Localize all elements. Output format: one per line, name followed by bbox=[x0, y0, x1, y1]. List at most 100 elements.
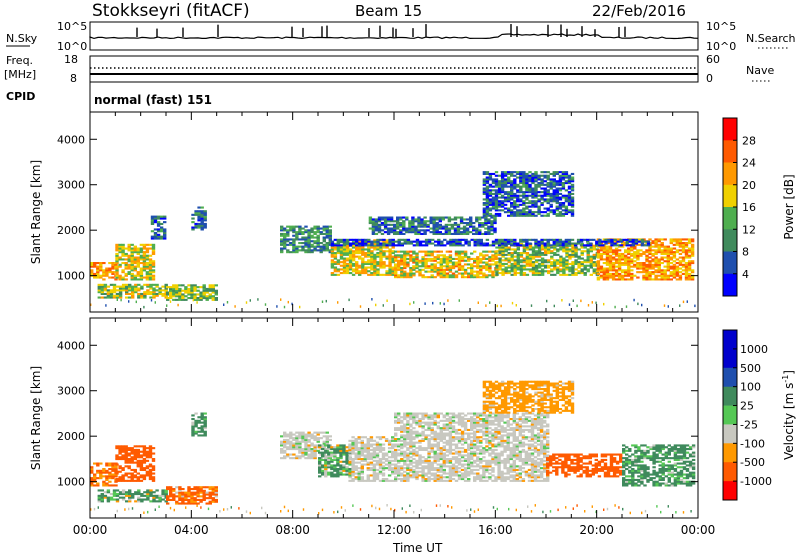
data-cell bbox=[325, 243, 329, 246]
data-cell bbox=[102, 278, 106, 281]
data-cell bbox=[516, 252, 520, 255]
data-cell bbox=[370, 250, 374, 253]
data-cell bbox=[321, 451, 325, 454]
data-cell bbox=[394, 470, 398, 473]
data-cell bbox=[614, 272, 619, 275]
data-cell bbox=[495, 253, 499, 256]
data-cell bbox=[669, 265, 673, 268]
data-cell bbox=[687, 262, 692, 265]
data-cell bbox=[448, 268, 453, 271]
data-cell bbox=[200, 430, 204, 433]
data-cell bbox=[596, 276, 601, 279]
data-cell bbox=[367, 255, 371, 258]
data-cell bbox=[645, 274, 649, 277]
data-cell bbox=[389, 223, 394, 226]
data-cell bbox=[424, 259, 428, 262]
data-cell bbox=[409, 452, 413, 455]
data-cell bbox=[639, 263, 643, 266]
data-cell bbox=[148, 478, 153, 481]
data-cell bbox=[543, 238, 547, 241]
data-cell bbox=[193, 491, 197, 494]
data-cell bbox=[208, 295, 212, 298]
data-cell bbox=[348, 259, 353, 262]
data-cell bbox=[295, 437, 299, 440]
data-cell bbox=[531, 266, 536, 269]
data-cell bbox=[552, 244, 556, 247]
data-cell bbox=[339, 250, 344, 253]
data-cell bbox=[525, 191, 529, 194]
data-cell bbox=[540, 196, 544, 199]
data-cell bbox=[324, 444, 328, 447]
data-cell bbox=[90, 262, 94, 265]
data-cell bbox=[498, 257, 502, 260]
data-cell bbox=[295, 251, 299, 254]
data-cell bbox=[433, 259, 437, 262]
data-cell bbox=[458, 238, 462, 241]
data-cell bbox=[354, 478, 358, 481]
data-cell bbox=[473, 259, 477, 262]
data-cell bbox=[494, 202, 499, 205]
data-cell bbox=[351, 252, 356, 255]
data-cell bbox=[328, 457, 332, 460]
data-cell bbox=[184, 498, 188, 501]
data-cell bbox=[109, 291, 114, 294]
data-cell bbox=[313, 455, 317, 458]
data-cell bbox=[310, 435, 314, 438]
data-cell bbox=[193, 286, 197, 289]
data-cell bbox=[627, 269, 631, 272]
data-cell bbox=[516, 203, 520, 206]
data-cell bbox=[550, 252, 554, 255]
data-cell bbox=[381, 474, 386, 477]
data-cell bbox=[608, 276, 613, 279]
data-cell bbox=[128, 500, 132, 503]
data-cell bbox=[463, 250, 468, 253]
ground-scatter-cell bbox=[477, 301, 479, 304]
data-cell bbox=[621, 262, 625, 265]
nsearch-tick-bottom: 10^0 bbox=[706, 40, 736, 53]
data-cell bbox=[418, 242, 423, 245]
data-cell bbox=[531, 203, 535, 206]
data-cell bbox=[156, 224, 161, 227]
data-cell bbox=[558, 212, 563, 215]
data-cell bbox=[561, 240, 566, 243]
data-cell bbox=[339, 468, 343, 471]
data-cell bbox=[442, 254, 446, 257]
data-cell bbox=[130, 243, 134, 246]
data-cell bbox=[181, 289, 185, 292]
data-cell bbox=[576, 242, 581, 245]
data-cell bbox=[191, 213, 195, 216]
data-cell bbox=[175, 293, 179, 296]
data-cell bbox=[627, 271, 631, 274]
data-cell bbox=[169, 286, 173, 289]
data-cell bbox=[283, 440, 287, 443]
data-cell bbox=[336, 462, 340, 465]
data-cell bbox=[103, 496, 108, 499]
data-cell bbox=[400, 467, 404, 470]
data-cell bbox=[690, 254, 695, 257]
data-cell bbox=[393, 231, 397, 234]
data-cell bbox=[351, 257, 356, 260]
data-cell bbox=[657, 243, 661, 246]
data-cell bbox=[127, 472, 131, 475]
data-cell bbox=[333, 449, 337, 452]
data-cell bbox=[348, 250, 353, 253]
data-cell bbox=[200, 206, 204, 209]
data-cell bbox=[137, 294, 141, 297]
data-cell bbox=[513, 196, 517, 199]
data-cell bbox=[166, 486, 170, 489]
data-cell bbox=[522, 268, 527, 271]
ground-scatter-cell bbox=[580, 299, 582, 303]
data-cell bbox=[409, 443, 413, 446]
data-cell bbox=[531, 261, 536, 264]
data-cell bbox=[621, 258, 625, 261]
data-cell bbox=[93, 265, 97, 268]
data-cell bbox=[330, 250, 335, 253]
data-cell bbox=[304, 444, 308, 447]
data-cell bbox=[400, 257, 404, 260]
data-cell bbox=[435, 225, 439, 228]
data-cell bbox=[525, 211, 529, 214]
data-cell bbox=[497, 244, 502, 247]
data-cell bbox=[592, 244, 596, 247]
data-cell bbox=[318, 462, 322, 465]
data-cell bbox=[151, 276, 156, 279]
